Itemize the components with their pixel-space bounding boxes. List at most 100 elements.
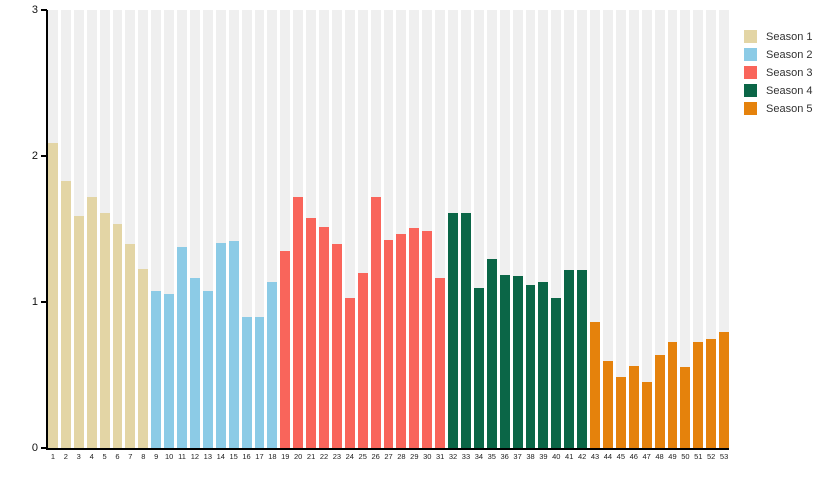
y-axis-line: [46, 10, 48, 450]
y-tick-mark-1: [41, 301, 47, 303]
bar-episode-47: [641, 381, 652, 449]
column-stripe-episode-33: [461, 10, 471, 449]
x-tick-label-27: 27: [384, 452, 393, 461]
column-stripe-episode-47: [641, 10, 652, 449]
x-tick-label-41: 41: [565, 452, 574, 461]
bar-episode-15: [228, 241, 239, 449]
x-tick-label-44: 44: [603, 452, 613, 461]
x-tick-label-34: 34: [474, 452, 484, 461]
bar-episode-35: [486, 258, 497, 449]
column-stripe-episode-51: [693, 10, 704, 449]
x-tick-label-9: 9: [154, 452, 159, 461]
bar-episode-41: [564, 270, 575, 449]
column-stripe-episode-4: [86, 10, 97, 449]
bar-episode-50: [680, 367, 691, 449]
column-stripe-episode-6: [112, 10, 123, 449]
legend-label-season-2: Season 2: [766, 48, 813, 61]
x-tick-label-42: 42: [577, 452, 587, 461]
x-tick-label-23: 23: [332, 452, 342, 461]
bar-episode-44: [602, 361, 613, 449]
column-stripe-episode-44: [602, 10, 613, 449]
legend-label-season-3: Season 3: [766, 66, 813, 79]
column-stripe-episode-28: [396, 10, 407, 449]
x-tick-label-40: 40: [552, 452, 561, 461]
bar-episode-23: [331, 244, 342, 449]
bar-episode-26: [370, 197, 381, 449]
column-stripe-episode-20: [293, 10, 304, 449]
x-tick-label-29: 29: [410, 452, 419, 461]
column-stripe-episode-45: [615, 10, 626, 449]
column-stripe-episode-21: [306, 10, 317, 449]
x-tick-label-6: 6: [115, 452, 120, 461]
column-stripe-episode-41: [564, 10, 575, 449]
legend-swatch-season-1: [744, 30, 757, 43]
bar-episode-39: [538, 282, 549, 449]
x-tick-label-8: 8: [141, 452, 146, 461]
x-tick-label-14: 14: [216, 452, 225, 461]
legend-item-season-4: Season 4: [744, 84, 812, 97]
column-stripe-episode-8: [138, 10, 149, 449]
bar-episode-17: [254, 317, 265, 449]
bar-episode-16: [241, 317, 252, 449]
bar-episode-22: [319, 226, 329, 449]
column-stripe-episode-40: [551, 10, 562, 449]
column-stripe-episode-19: [280, 10, 291, 449]
bar-episode-27: [383, 239, 394, 449]
x-tick-label-35: 35: [487, 452, 496, 461]
bar-episode-48: [654, 355, 665, 449]
x-tick-label-25: 25: [358, 452, 367, 461]
bar-episode-30: [422, 230, 433, 449]
y-tick-mark-2: [41, 155, 47, 157]
x-tick-label-3: 3: [76, 452, 81, 461]
x-tick-label-31: 31: [435, 452, 445, 461]
x-tick-label-47: 47: [642, 452, 651, 461]
y-tick-label-2: 2: [31, 150, 38, 162]
column-stripe-episode-35: [486, 10, 497, 449]
bar-episode-21: [306, 217, 317, 449]
bar-episode-9: [151, 290, 162, 449]
legend-item-season-1: Season 1: [744, 30, 812, 43]
column-stripe-episode-2: [60, 10, 71, 449]
column-stripe-episode-14: [215, 10, 226, 449]
bar-episode-18: [267, 282, 278, 449]
column-stripe-episode-39: [538, 10, 549, 449]
bar-episode-29: [409, 228, 420, 449]
bar-episode-7: [125, 244, 136, 449]
legend-item-season-2: Season 2: [744, 48, 812, 61]
column-stripe-episode-23: [331, 10, 342, 449]
bar-episode-20: [293, 197, 304, 449]
column-stripe-episode-46: [628, 10, 639, 449]
x-tick-label-20: 20: [294, 452, 303, 461]
x-tick-label-22: 22: [319, 452, 329, 461]
column-stripe-episode-18: [267, 10, 278, 449]
bar-episode-52: [706, 339, 717, 449]
bar-episode-12: [189, 277, 200, 449]
y-tick-label-3: 3: [31, 4, 38, 16]
x-tick-label-52: 52: [707, 452, 716, 461]
bar-episode-1: [48, 143, 58, 449]
bar-episode-13: [202, 290, 213, 449]
column-stripe-episode-13: [202, 10, 213, 449]
column-stripe-episode-31: [435, 10, 446, 449]
legend-item-season-3: Season 3: [744, 66, 812, 79]
bar-episode-42: [577, 270, 588, 449]
x-tick-label-12: 12: [190, 452, 200, 461]
column-stripe-episode-3: [73, 10, 84, 449]
y-tick-mark-3: [41, 9, 47, 11]
column-stripe-episode-32: [448, 10, 458, 449]
x-tick-label-28: 28: [397, 452, 406, 461]
column-stripe-episode-16: [241, 10, 252, 449]
column-stripe-episode-17: [254, 10, 265, 449]
column-stripe-episode-36: [499, 10, 510, 449]
x-tick-label-49: 49: [668, 452, 677, 461]
x-tick-label-33: 33: [461, 452, 471, 461]
column-stripe-episode-11: [177, 10, 187, 449]
column-stripe-episode-27: [383, 10, 394, 449]
column-stripe-episode-42: [577, 10, 588, 449]
bar-episode-3: [73, 216, 84, 449]
x-tick-label-17: 17: [255, 452, 264, 461]
bar-episode-38: [525, 285, 536, 449]
column-stripe-episode-1: [48, 10, 58, 449]
x-tick-label-30: 30: [423, 452, 432, 461]
